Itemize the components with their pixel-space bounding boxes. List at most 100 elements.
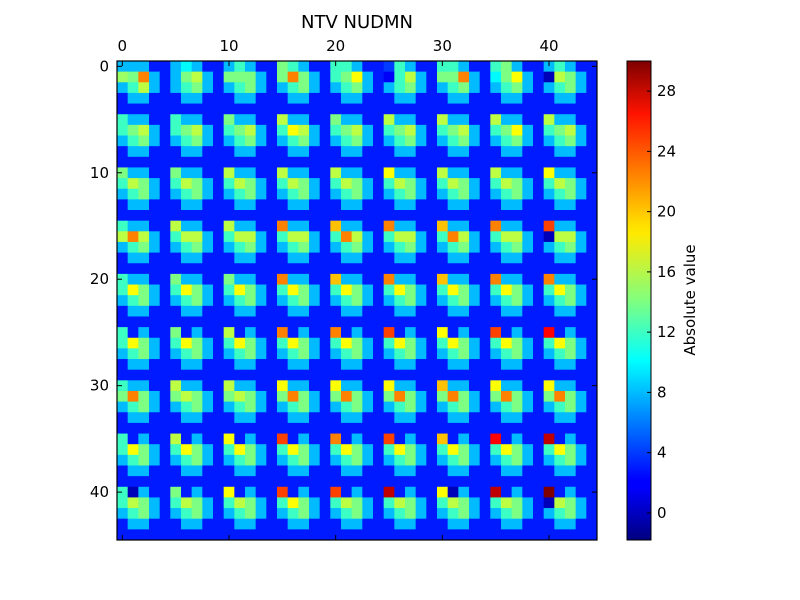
heatmap-cell bbox=[298, 316, 310, 328]
heatmap-cell bbox=[447, 359, 459, 371]
heatmap-cell bbox=[234, 465, 246, 477]
heatmap-cell bbox=[309, 359, 321, 371]
heatmap-cell bbox=[575, 167, 587, 179]
heatmap-cell bbox=[533, 444, 545, 456]
heatmap-cell bbox=[170, 146, 182, 158]
heatmap-cell bbox=[575, 476, 587, 488]
heatmap-cell bbox=[309, 444, 321, 456]
heatmap-cell bbox=[287, 231, 299, 243]
heatmap-cell bbox=[522, 529, 534, 541]
heatmap-cell bbox=[255, 124, 267, 136]
heatmap-cell bbox=[405, 369, 417, 381]
heatmap-cell bbox=[458, 337, 470, 349]
heatmap-cell bbox=[223, 284, 235, 296]
heatmap-cell bbox=[159, 199, 171, 211]
heatmap-cell bbox=[341, 167, 353, 179]
heatmap-cell bbox=[533, 497, 545, 509]
heatmap-cell bbox=[351, 422, 363, 434]
heatmap-cell bbox=[309, 422, 321, 434]
heatmap-cell bbox=[511, 305, 523, 317]
heatmap-cell bbox=[415, 210, 427, 222]
heatmap-cell bbox=[394, 220, 406, 232]
heatmap-cell bbox=[127, 412, 139, 424]
heatmap-cell bbox=[437, 263, 449, 275]
heatmap-cell bbox=[458, 454, 470, 466]
heatmap-cell bbox=[330, 82, 342, 94]
heatmap-cell bbox=[266, 178, 278, 190]
y-tick-label: 20 bbox=[90, 270, 109, 288]
heatmap-cell bbox=[170, 433, 182, 445]
heatmap-cell bbox=[191, 71, 203, 83]
heatmap-cell bbox=[533, 465, 545, 477]
heatmap-cell bbox=[181, 82, 193, 94]
heatmap-cell bbox=[362, 135, 374, 147]
heatmap-cell bbox=[138, 497, 150, 509]
heatmap-cell bbox=[479, 114, 491, 126]
heatmap-cell bbox=[159, 316, 171, 328]
heatmap-cell bbox=[298, 252, 310, 264]
heatmap-cell bbox=[586, 188, 598, 200]
heatmap-cell bbox=[223, 422, 235, 434]
heatmap-cell bbox=[266, 518, 278, 530]
heatmap-cell bbox=[501, 337, 513, 349]
heatmap-cell bbox=[405, 529, 417, 541]
heatmap-cell bbox=[501, 231, 513, 243]
heatmap-cell bbox=[245, 231, 257, 243]
heatmap-cell bbox=[149, 167, 161, 179]
heatmap-cell bbox=[170, 348, 182, 360]
heatmap-cell bbox=[501, 241, 513, 253]
heatmap-cell bbox=[490, 518, 502, 530]
heatmap-cell bbox=[341, 433, 353, 445]
heatmap-cell bbox=[181, 529, 193, 541]
heatmap-cell bbox=[287, 508, 299, 520]
heatmap-cell bbox=[149, 114, 161, 126]
heatmap-cell bbox=[319, 476, 331, 488]
heatmap-cell bbox=[223, 433, 235, 445]
heatmap-cell bbox=[127, 433, 139, 445]
heatmap-cell bbox=[223, 220, 235, 232]
heatmap-cell bbox=[362, 220, 374, 232]
heatmap-cell bbox=[127, 422, 139, 434]
heatmap-cell bbox=[245, 156, 257, 168]
heatmap-cell bbox=[127, 167, 139, 179]
heatmap-cell bbox=[394, 476, 406, 488]
heatmap-cell bbox=[490, 284, 502, 296]
heatmap-cell bbox=[458, 422, 470, 434]
heatmap-cell bbox=[586, 327, 598, 339]
heatmap-cell bbox=[309, 263, 321, 275]
heatmap-cell bbox=[181, 401, 193, 413]
heatmap-cell bbox=[394, 529, 406, 541]
heatmap-cell bbox=[501, 156, 513, 168]
heatmap-cell bbox=[202, 231, 214, 243]
heatmap-cell bbox=[373, 497, 385, 509]
heatmap-cell bbox=[255, 114, 267, 126]
heatmap-cell bbox=[202, 465, 214, 477]
heatmap-cell bbox=[458, 103, 470, 115]
heatmap-cell bbox=[170, 422, 182, 434]
heatmap-cell bbox=[245, 401, 257, 413]
heatmap-cell bbox=[565, 156, 577, 168]
heatmap-cell bbox=[479, 82, 491, 94]
heatmap-cell bbox=[426, 369, 438, 381]
heatmap-cell bbox=[415, 231, 427, 243]
heatmap-cell bbox=[117, 401, 129, 413]
heatmap-cell bbox=[309, 71, 321, 83]
heatmap-cell bbox=[138, 71, 150, 83]
heatmap-cell bbox=[117, 316, 129, 328]
heatmap-cell bbox=[586, 497, 598, 509]
heatmap-cell bbox=[373, 327, 385, 339]
heatmap-cell bbox=[426, 146, 438, 158]
heatmap-cell bbox=[490, 167, 502, 179]
heatmap-cell bbox=[479, 124, 491, 136]
heatmap-cell bbox=[447, 284, 459, 296]
heatmap-cell bbox=[575, 401, 587, 413]
heatmap-cell bbox=[543, 210, 555, 222]
heatmap-cell bbox=[245, 529, 257, 541]
heatmap-cell bbox=[202, 359, 214, 371]
heatmap-cell bbox=[458, 476, 470, 488]
heatmap-cell bbox=[501, 188, 513, 200]
heatmap-cell bbox=[405, 454, 417, 466]
heatmap-cell bbox=[351, 518, 363, 530]
heatmap-cell bbox=[458, 359, 470, 371]
heatmap-cell bbox=[565, 241, 577, 253]
